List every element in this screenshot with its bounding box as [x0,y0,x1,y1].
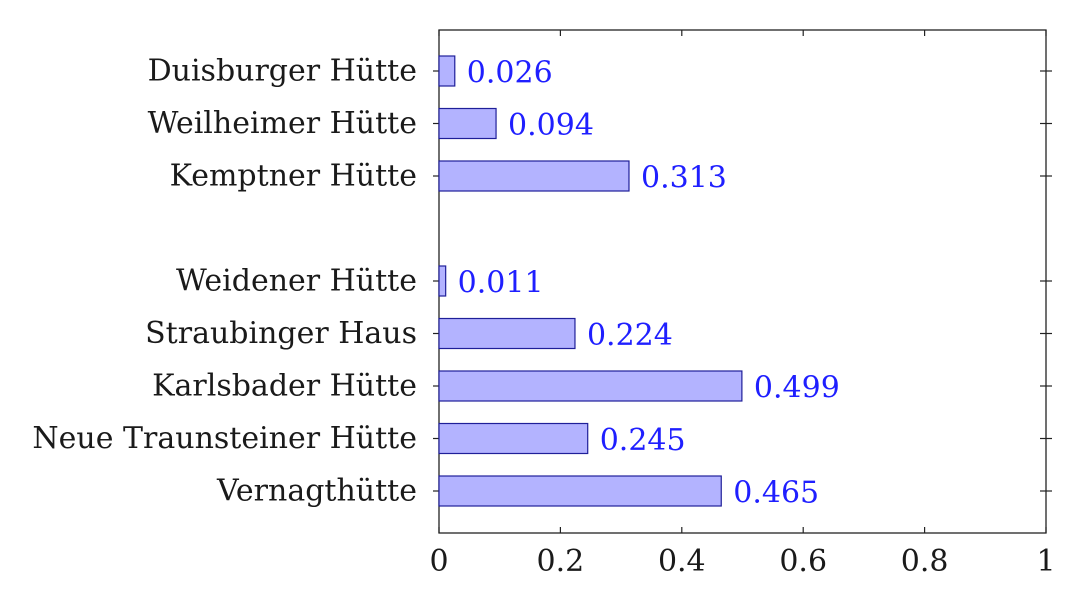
bar [438,160,630,192]
x-tick-labels: 0 0.2 0.4 0.6 0.8 1 [429,544,1055,579]
value-label: 0.499 [754,371,840,406]
bar [438,475,722,507]
bar [438,370,743,402]
category-label: Straubinger Haus [145,316,417,351]
value-label: 0.313 [641,161,727,196]
value-label: 0.094 [508,108,594,143]
x-tick-label: 1 [1036,544,1055,579]
category-labels: Duisburger Hütte Weilheimer Hütte Kemptner… [32,54,417,509]
category-label: Weidener Hütte [176,264,417,299]
bar [438,55,456,87]
value-label: 0.245 [600,423,686,458]
x-tick-label: 0.8 [901,544,949,579]
value-label: 0.026 [467,56,553,91]
value-labels: 0.026 0.094 0.313 0.011 0.224 0.499 0.245 0.465 [458,56,840,511]
x-tick-label: 0 [429,544,448,579]
bar [438,422,589,455]
category-label: Weilheimer Hütte [148,106,417,141]
value-label: 0.465 [733,476,819,511]
category-label: Vernagthütte [216,474,417,509]
category-label: Duisburger Hütte [148,54,417,89]
bars [438,55,743,507]
value-label: 0.224 [587,318,673,353]
x-tick-label: 0.6 [779,544,827,579]
x-tick-label: 0.4 [658,544,706,579]
bar [438,265,447,297]
category-label: Karlsbader Hütte [152,369,417,404]
x-tick-label: 0.2 [537,544,585,579]
bar [438,107,497,140]
value-label: 0.011 [458,266,544,301]
category-label: Kemptner Hütte [170,159,417,194]
category-label: Neue Traunsteiner Hütte [32,421,417,456]
bar [438,317,576,350]
